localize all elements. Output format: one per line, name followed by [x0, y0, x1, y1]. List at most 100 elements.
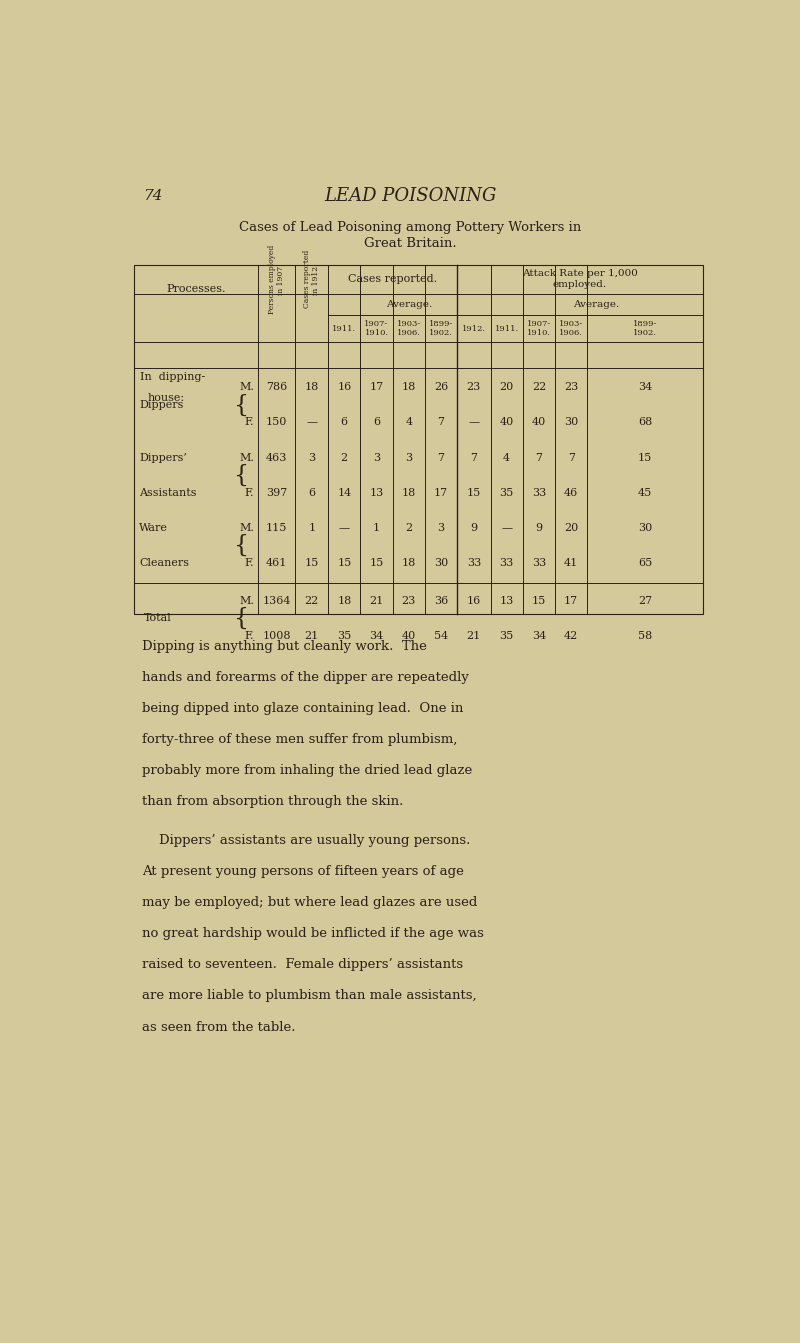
Text: 30: 30 — [564, 418, 578, 427]
Text: F.: F. — [245, 488, 254, 498]
Text: 74: 74 — [143, 189, 163, 203]
Text: M.: M. — [239, 453, 254, 462]
Text: 21: 21 — [305, 631, 319, 641]
Text: 1: 1 — [373, 522, 380, 533]
Text: than from absorption through the skin.: than from absorption through the skin. — [142, 795, 403, 808]
Text: Assistants: Assistants — [139, 488, 197, 498]
Text: Persons employed
in 1907.: Persons employed in 1907. — [268, 244, 286, 314]
Text: 17: 17 — [434, 488, 448, 498]
Text: —: — — [501, 522, 512, 533]
Text: 41: 41 — [564, 559, 578, 568]
Text: 14: 14 — [337, 488, 351, 498]
Text: 18: 18 — [402, 383, 416, 392]
Text: 7: 7 — [568, 453, 574, 462]
Text: 3: 3 — [308, 453, 315, 462]
Text: 6: 6 — [341, 418, 348, 427]
Text: Average.: Average. — [574, 299, 620, 309]
Text: 9: 9 — [470, 522, 478, 533]
Text: Total: Total — [143, 614, 171, 623]
Text: 33: 33 — [532, 488, 546, 498]
Text: 1: 1 — [308, 522, 315, 533]
Text: {: { — [234, 535, 248, 557]
Text: 34: 34 — [532, 631, 546, 641]
Text: Dippers: Dippers — [139, 400, 183, 410]
Text: 40: 40 — [402, 631, 416, 641]
Text: 18: 18 — [402, 488, 416, 498]
Text: M.: M. — [239, 596, 254, 606]
Text: may be employed; but where lead glazes are used: may be employed; but where lead glazes a… — [142, 896, 478, 909]
Text: 16: 16 — [466, 596, 481, 606]
Text: 18: 18 — [402, 559, 416, 568]
Text: 2: 2 — [341, 453, 348, 462]
Text: Cases reported.: Cases reported. — [348, 274, 438, 285]
Text: 15: 15 — [638, 453, 652, 462]
Text: 4: 4 — [503, 453, 510, 462]
Text: 3: 3 — [373, 453, 380, 462]
Text: 1364: 1364 — [262, 596, 291, 606]
Text: forty-three of these men suffer from plumbism,: forty-three of these men suffer from plu… — [142, 733, 458, 745]
Text: F.: F. — [245, 418, 254, 427]
Text: 46: 46 — [564, 488, 578, 498]
Text: 33: 33 — [499, 559, 514, 568]
Text: 13: 13 — [499, 596, 514, 606]
Text: 15: 15 — [532, 596, 546, 606]
Text: At present young persons of fifteen years of age: At present young persons of fifteen year… — [142, 865, 464, 878]
Text: 3: 3 — [438, 522, 445, 533]
Text: 397: 397 — [266, 488, 287, 498]
Text: 18: 18 — [305, 383, 319, 392]
Text: Ware: Ware — [139, 522, 168, 533]
Text: 7: 7 — [438, 453, 445, 462]
Text: house:: house: — [148, 392, 185, 403]
Text: 35: 35 — [499, 488, 514, 498]
Text: 7: 7 — [438, 418, 445, 427]
Text: LEAD POISONING: LEAD POISONING — [324, 187, 496, 205]
Text: 26: 26 — [434, 383, 448, 392]
Text: 21: 21 — [370, 596, 384, 606]
Text: 115: 115 — [266, 522, 287, 533]
Text: 18: 18 — [337, 596, 351, 606]
Text: raised to seventeen.  Female dippers’ assistants: raised to seventeen. Female dippers’ ass… — [142, 959, 463, 971]
Text: 34: 34 — [370, 631, 384, 641]
Text: 15: 15 — [466, 488, 481, 498]
Text: 35: 35 — [337, 631, 351, 641]
Text: 34: 34 — [638, 383, 652, 392]
Text: 786: 786 — [266, 383, 287, 392]
Text: being dipped into glaze containing lead.  One in: being dipped into glaze containing lead.… — [142, 702, 463, 714]
Text: 23: 23 — [564, 383, 578, 392]
Text: M.: M. — [239, 522, 254, 533]
Text: 1899-
1902.: 1899- 1902. — [429, 320, 453, 337]
Text: 54: 54 — [434, 631, 448, 641]
Text: no great hardship would be inflicted if the age was: no great hardship would be inflicted if … — [142, 928, 484, 940]
Text: 58: 58 — [638, 631, 652, 641]
Text: —: — — [306, 418, 318, 427]
Text: 21: 21 — [466, 631, 481, 641]
Text: 1899-
1902.: 1899- 1902. — [633, 320, 657, 337]
Text: 1907-
1910.: 1907- 1910. — [364, 320, 389, 337]
Text: 6: 6 — [373, 418, 380, 427]
Text: 45: 45 — [638, 488, 652, 498]
Text: 463: 463 — [266, 453, 287, 462]
Text: Attack Rate per 1,000
employed.: Attack Rate per 1,000 employed. — [522, 270, 638, 289]
Text: 15: 15 — [337, 559, 351, 568]
Text: 30: 30 — [638, 522, 652, 533]
Text: 1903-
1906.: 1903- 1906. — [559, 320, 583, 337]
Text: as seen from the table.: as seen from the table. — [142, 1021, 296, 1034]
Text: 16: 16 — [337, 383, 351, 392]
Text: 1008: 1008 — [262, 631, 291, 641]
Text: 17: 17 — [564, 596, 578, 606]
Text: {: { — [234, 393, 248, 416]
Text: 36: 36 — [434, 596, 448, 606]
Text: 23: 23 — [402, 596, 416, 606]
Text: 20: 20 — [564, 522, 578, 533]
Text: Dipping is anything but cleanly work.  The: Dipping is anything but cleanly work. Th… — [142, 641, 427, 653]
Text: 1911.: 1911. — [494, 325, 518, 333]
Text: 7: 7 — [535, 453, 542, 462]
Text: 1911.: 1911. — [332, 325, 356, 333]
Text: F.: F. — [245, 631, 254, 641]
Text: 150: 150 — [266, 418, 287, 427]
Text: Cleaners: Cleaners — [139, 559, 189, 568]
Text: 1903-
1906.: 1903- 1906. — [397, 320, 421, 337]
Text: F.: F. — [245, 559, 254, 568]
Text: 4: 4 — [405, 418, 412, 427]
Text: Dippers’ assistants are usually young persons.: Dippers’ assistants are usually young pe… — [142, 834, 470, 847]
